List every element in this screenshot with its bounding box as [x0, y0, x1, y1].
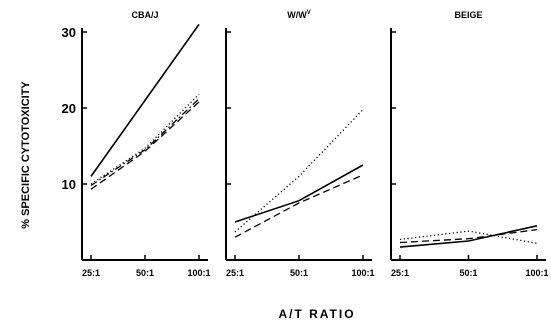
series-line-dashed: [399, 228, 538, 244]
series-line-dash-dot: [90, 98, 200, 187]
series-line-solid: [234, 164, 364, 223]
panel-2: BEIGE 25:1 50:1 100:1: [390, 10, 549, 278]
x-tick-label: 25:1: [391, 268, 409, 278]
x-tick-label: 50:1: [459, 268, 477, 278]
x-tick-label: 25:1: [226, 268, 244, 278]
y-tick-label: 30: [62, 25, 76, 40]
series-line-solid: [399, 225, 538, 248]
series-line-dotted: [90, 93, 200, 185]
series-line-dashed: [234, 174, 364, 238]
series-line-dotted: [399, 230, 538, 244]
x-tick-label: 50:1: [136, 268, 154, 278]
panel-title: BEIGE: [454, 10, 482, 20]
y-tick-label: 10: [62, 177, 76, 192]
y-axis-title: % SPECIFIC CYTOTOXICITY: [20, 81, 32, 229]
panel-title: CBA/J: [131, 10, 158, 20]
series-line-solid: [90, 23, 200, 177]
x-tick-label: 25:1: [82, 268, 100, 278]
series-line-dotted: [234, 109, 364, 233]
panel-0: CBA/J 25:1 50:1 100:1: [81, 10, 211, 278]
x-tick-label: 100:1: [187, 268, 210, 278]
panel-1: W/WV 25:1 50:1 100:1: [225, 10, 375, 278]
x-tick-label: 50:1: [290, 268, 308, 278]
y-tick-label: 20: [62, 101, 76, 116]
x-tick-label: 100:1: [351, 268, 374, 278]
panel-title-superscript: V: [307, 10, 311, 16]
series-line-dashed: [90, 101, 200, 190]
x-tick-label: 100:1: [525, 268, 548, 278]
panel-title: W/WV: [287, 10, 311, 20]
x-axis-title: A/T RATIO: [278, 307, 355, 321]
